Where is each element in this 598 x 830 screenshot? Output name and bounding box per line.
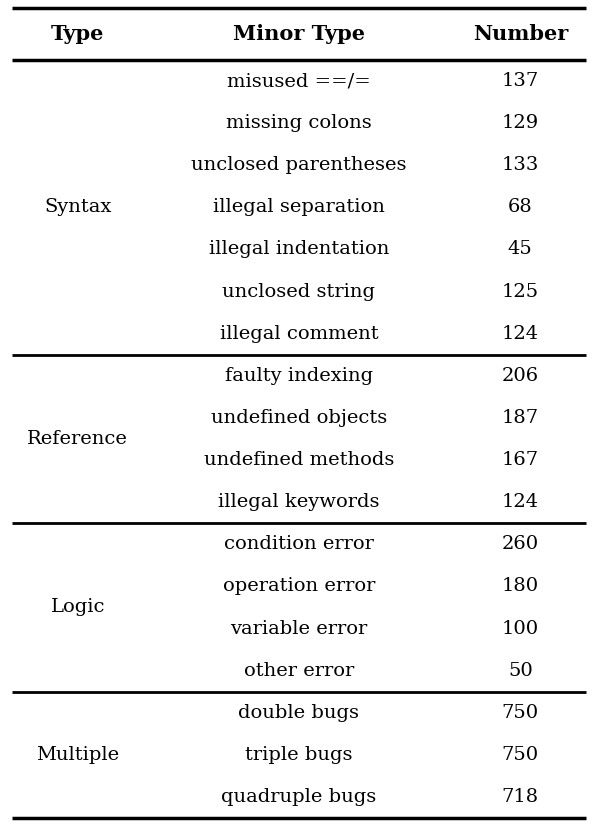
Text: 100: 100 (502, 619, 539, 637)
Text: Number: Number (472, 24, 568, 44)
Text: 133: 133 (502, 156, 539, 174)
Text: 206: 206 (502, 367, 539, 385)
Text: 45: 45 (508, 241, 533, 258)
Text: 124: 124 (502, 325, 539, 343)
Text: 167: 167 (502, 451, 539, 469)
Text: 750: 750 (502, 704, 539, 722)
Text: illegal indentation: illegal indentation (209, 241, 389, 258)
Text: double bugs: double bugs (239, 704, 359, 722)
Text: 718: 718 (502, 788, 539, 806)
Text: other error: other error (244, 662, 354, 680)
Text: Minor Type: Minor Type (233, 24, 365, 44)
Text: 129: 129 (502, 115, 539, 132)
Text: condition error: condition error (224, 535, 374, 554)
Text: 260: 260 (502, 535, 539, 554)
Text: quadruple bugs: quadruple bugs (221, 788, 377, 806)
Text: 187: 187 (502, 409, 539, 427)
Text: 124: 124 (502, 493, 539, 511)
Text: 137: 137 (502, 72, 539, 90)
Text: Reference: Reference (28, 430, 128, 448)
Text: Syntax: Syntax (44, 198, 111, 217)
Text: operation error: operation error (223, 578, 375, 595)
Text: unclosed parentheses: unclosed parentheses (191, 156, 407, 174)
Text: faulty indexing: faulty indexing (225, 367, 373, 385)
Text: Type: Type (51, 24, 105, 44)
Text: 50: 50 (508, 662, 533, 680)
Text: illegal comment: illegal comment (219, 325, 379, 343)
Text: misused ==/=: misused ==/= (227, 72, 371, 90)
Text: illegal keywords: illegal keywords (218, 493, 380, 511)
Text: 750: 750 (502, 746, 539, 764)
Text: 125: 125 (502, 282, 539, 300)
Text: 180: 180 (502, 578, 539, 595)
Text: missing colons: missing colons (226, 115, 372, 132)
Text: triple bugs: triple bugs (245, 746, 353, 764)
Text: unclosed string: unclosed string (222, 282, 376, 300)
Text: Multiple: Multiple (36, 746, 120, 764)
Text: undefined objects: undefined objects (211, 409, 387, 427)
Text: 68: 68 (508, 198, 533, 217)
Text: undefined methods: undefined methods (204, 451, 394, 469)
Text: variable error: variable error (230, 619, 368, 637)
Text: illegal separation: illegal separation (213, 198, 385, 217)
Text: Logic: Logic (50, 598, 105, 617)
